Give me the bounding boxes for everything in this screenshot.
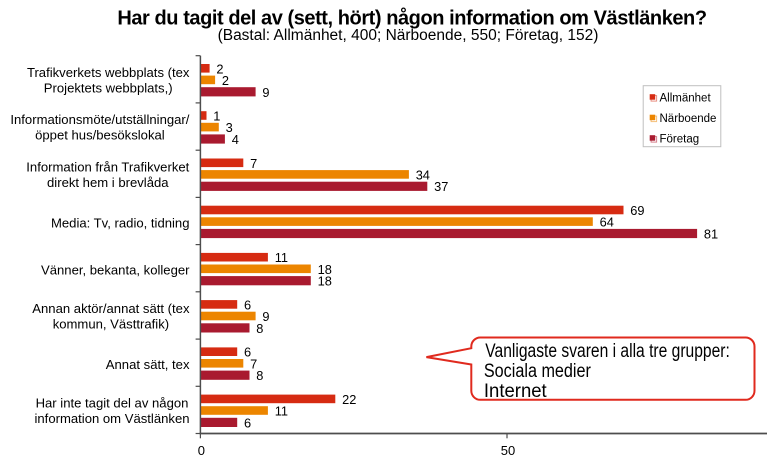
svg-text:1: 1 bbox=[213, 109, 220, 124]
svg-text:37: 37 bbox=[434, 179, 448, 194]
svg-text:Annat sätt, tex: Annat sätt, tex bbox=[106, 357, 190, 372]
svg-text:8: 8 bbox=[256, 321, 263, 336]
svg-text:Vänner, bekanta, kolleger: Vänner, bekanta, kolleger bbox=[41, 263, 190, 278]
svg-text:direkt hem i brevlåda: direkt hem i brevlåda bbox=[47, 175, 169, 190]
svg-text:öppet hus/besökslokal: öppet hus/besökslokal bbox=[35, 128, 165, 143]
svg-text:3: 3 bbox=[226, 120, 233, 135]
svg-text:Annan aktör/annat sätt (tex: Annan aktör/annat sätt (tex bbox=[32, 301, 190, 316]
svg-text:Trafikverkets webbplats (tex: Trafikverkets webbplats (tex bbox=[27, 65, 190, 80]
svg-text:11: 11 bbox=[275, 404, 288, 419]
svg-text:information om Västlänken: information om Västlänken bbox=[34, 411, 189, 426]
svg-text:50: 50 bbox=[501, 443, 515, 458]
svg-text:7: 7 bbox=[250, 156, 257, 171]
svg-text:(Bastal: Allmänhet, 400; Närbo: (Bastal: Allmänhet, 400; Närboende, 550;… bbox=[218, 27, 599, 44]
svg-text:64: 64 bbox=[600, 215, 614, 230]
svg-text:Har du tagit del av (sett, hör: Har du tagit del av (sett, hört) någon i… bbox=[117, 7, 706, 30]
svg-text:34: 34 bbox=[416, 167, 430, 182]
svg-text:9: 9 bbox=[262, 309, 269, 324]
svg-text:22: 22 bbox=[342, 392, 356, 407]
svg-text:18: 18 bbox=[318, 274, 332, 289]
svg-text:Media: Tv, radio, tidning: Media: Tv, radio, tidning bbox=[51, 215, 190, 230]
svg-text:11: 11 bbox=[275, 250, 288, 265]
svg-text:9: 9 bbox=[262, 85, 269, 100]
svg-text:Har inte tagit del av någon: Har inte tagit del av någon bbox=[36, 396, 189, 411]
svg-text:kommun, Västtrafik): kommun, Västtrafik) bbox=[53, 317, 169, 332]
svg-text:6: 6 bbox=[244, 297, 251, 312]
svg-text:81: 81 bbox=[704, 227, 718, 242]
svg-text:6: 6 bbox=[244, 345, 251, 360]
svg-text:Projektets webbplats,): Projektets webbplats,) bbox=[44, 81, 173, 96]
svg-text:7: 7 bbox=[250, 356, 257, 371]
svg-text:0: 0 bbox=[198, 443, 205, 458]
svg-text:Allmänhet: Allmänhet bbox=[660, 93, 712, 105]
svg-text:4: 4 bbox=[232, 132, 239, 147]
svg-text:Internet: Internet bbox=[484, 381, 547, 402]
svg-text:Information från Trafikverket: Information från Trafikverket bbox=[26, 159, 189, 174]
svg-text:6: 6 bbox=[244, 415, 251, 430]
svg-text:18: 18 bbox=[318, 262, 332, 277]
svg-text:2: 2 bbox=[222, 73, 229, 88]
svg-text:Sociala medier: Sociala medier bbox=[484, 361, 592, 382]
svg-text:Vanligaste svaren i alla tre g: Vanligaste svaren i alla tre grupper: bbox=[485, 341, 730, 362]
svg-text:2: 2 bbox=[216, 61, 223, 76]
svg-text:8: 8 bbox=[256, 368, 263, 383]
svg-text:Informationsmöte/utställningar: Informationsmöte/utställningar/ bbox=[10, 112, 189, 127]
svg-text:69: 69 bbox=[630, 203, 644, 218]
svg-text:Företag: Företag bbox=[660, 134, 700, 146]
svg-text:Närboende: Närboende bbox=[660, 113, 717, 125]
